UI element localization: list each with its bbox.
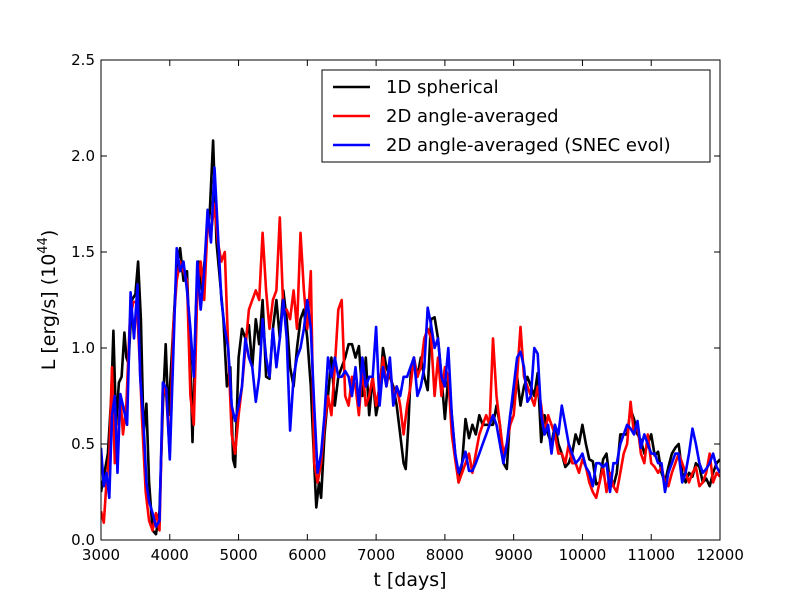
x-tick-label: 5000 [219, 546, 257, 564]
x-tick-label: 9000 [495, 546, 533, 564]
y-tick-label: 2.0 [71, 147, 95, 165]
x-tick-label: 3000 [82, 546, 120, 564]
legend: 1D spherical 2D angle-averaged 2D angle-av… [321, 69, 711, 163]
y-axis-label-main: L [erg/s] (10 [38, 254, 60, 371]
legend-label-0: 1D spherical [386, 77, 499, 98]
y-axis-label-close: ) [38, 230, 60, 237]
x-tick-label: 8000 [426, 546, 464, 564]
x-tick-label: 10000 [559, 546, 607, 564]
x-tick-label: 12000 [696, 546, 744, 564]
legend-box [321, 69, 711, 163]
y-axis-label-exponent: 44 [36, 237, 51, 254]
y-tick-label: 2.5 [71, 51, 95, 69]
y-tick-label: 1.5 [71, 243, 95, 261]
x-tick-label: 6000 [288, 546, 326, 564]
ticks-layer: 3000 4000 5000 6000 7000 8000 9000 10000 11000 12… [71, 51, 744, 564]
x-tick-label: 11000 [627, 546, 675, 564]
y-tick-label: 0.5 [71, 435, 95, 453]
x-axis-label: t [days] [373, 569, 446, 591]
y-tick-label: 0.0 [71, 531, 95, 549]
legend-label-2: 2D angle-averaged (SNEC evol) [386, 135, 671, 156]
y-axis-label: L [erg/s] (1044) [36, 230, 60, 371]
series-layer [101, 139, 720, 536]
series-line-2 [101, 166, 720, 528]
x-tick-label: 7000 [357, 546, 395, 564]
y-tick-label: 1.0 [71, 339, 95, 357]
plot-frame [100, 59, 721, 541]
legend-label-1: 2D angle-averaged [386, 106, 559, 127]
x-tick-label: 4000 [151, 546, 189, 564]
